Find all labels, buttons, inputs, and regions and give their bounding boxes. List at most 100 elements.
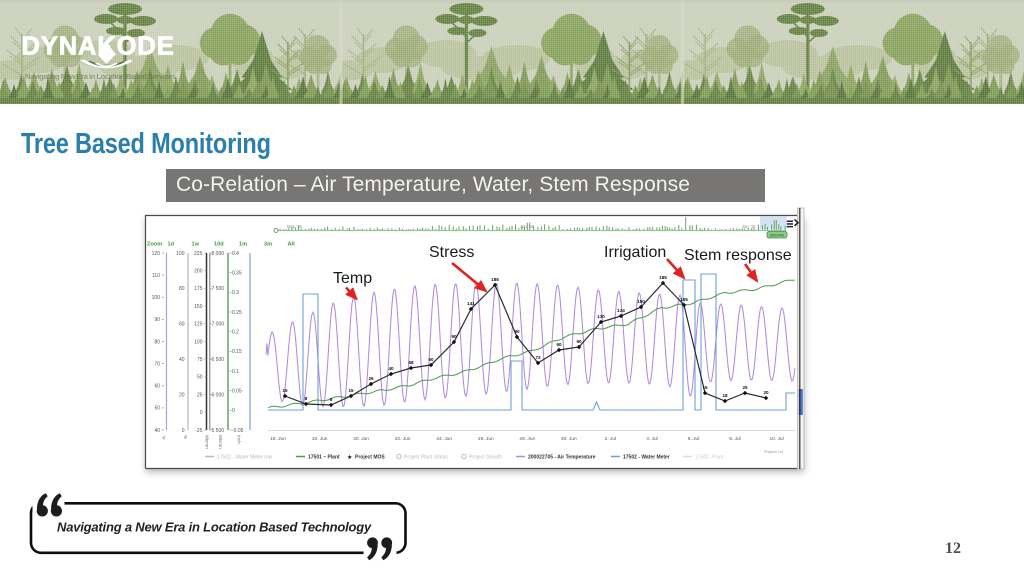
svg-text:Micron: Micron [218, 435, 223, 449]
svg-text:All: All [288, 242, 296, 248]
svg-text:73: 73 [535, 355, 541, 360]
svg-text:8003445: 8003445 [770, 234, 784, 238]
svg-text:17501 – Plant: 17501 – Plant [308, 455, 340, 461]
svg-text:110: 110 [152, 273, 160, 279]
svg-text:60: 60 [179, 322, 185, 328]
svg-text:Temp: Temp [333, 270, 372, 287]
svg-text:0.3: 0.3 [232, 290, 239, 296]
svg-text:Navigating a New Era in Locati: Navigating a New Era in Location Based T… [57, 519, 372, 534]
svg-text:50: 50 [197, 375, 203, 381]
svg-text:40: 40 [388, 366, 394, 371]
svg-text:°F: °F [161, 435, 166, 440]
svg-text:10. Jul: 10. Jul [770, 436, 784, 442]
svg-text:1m: 1m [239, 242, 247, 248]
svg-text:1w: 1w [192, 242, 200, 248]
svg-text:50: 50 [154, 406, 160, 412]
svg-text:200: 200 [194, 269, 203, 275]
svg-text:150: 150 [637, 299, 645, 304]
svg-text:10d: 10d [214, 242, 224, 248]
svg-text:May ’15: May ’15 [287, 224, 302, 229]
svg-text:0.05: 0.05 [232, 389, 242, 395]
svg-text:16. Jun: 16. Jun [270, 436, 286, 442]
svg-text:40: 40 [179, 357, 185, 363]
svg-text:90: 90 [451, 334, 457, 339]
svg-text:150: 150 [194, 304, 203, 310]
svg-text:24. Jun: 24. Jun [436, 436, 452, 442]
svg-text:200022705 - Air Temperature: 200022705 - Air Temperature [528, 455, 596, 461]
svg-text:Inch: Inch [237, 435, 242, 444]
svg-text:141: 141 [467, 301, 475, 306]
svg-text:0: 0 [182, 428, 185, 434]
svg-text:Navigating New Era in Location: Navigating New Era in Location Based Ser… [25, 72, 176, 81]
svg-text:★: ★ [347, 454, 352, 461]
svg-text:-25: -25 [195, 428, 202, 434]
svg-text:185: 185 [659, 275, 667, 280]
svg-text:0.35: 0.35 [232, 271, 242, 277]
svg-text:%: % [183, 435, 188, 439]
svg-text:0.15: 0.15 [232, 349, 242, 355]
svg-text:134: 134 [617, 308, 625, 313]
svg-text:Stem response: Stem response [684, 247, 792, 264]
svg-text:60: 60 [154, 384, 160, 390]
svg-text:Jan ’15: Jan ’15 [742, 224, 756, 229]
svg-text:100: 100 [176, 251, 185, 257]
svg-text:Project MOS: Project MOS [355, 455, 385, 461]
svg-text:25: 25 [197, 392, 203, 398]
svg-text:26. Jun: 26. Jun [478, 436, 494, 442]
svg-text:0.25: 0.25 [232, 310, 242, 316]
svg-text:15: 15 [282, 388, 288, 393]
svg-text:8: 8 [305, 396, 308, 401]
svg-text:Zoom: Zoom [147, 242, 162, 248]
svg-text:DYNAKODE: DYNAKODE [22, 33, 175, 61]
svg-text:90: 90 [154, 317, 160, 323]
svg-text:0.2: 0.2 [232, 330, 239, 336]
svg-text:Project Growth: Project Growth [469, 455, 502, 461]
svg-text:75: 75 [197, 357, 203, 363]
svg-text:130: 130 [597, 314, 605, 319]
svg-text:8: 8 [330, 397, 333, 402]
svg-text:0: 0 [200, 410, 203, 416]
svg-text:6. Jul: 6. Jul [688, 436, 699, 442]
svg-text:15: 15 [702, 385, 708, 390]
svg-text:90: 90 [576, 339, 582, 344]
svg-text:22. Jun: 22. Jun [395, 436, 411, 442]
svg-text:80: 80 [514, 329, 520, 334]
svg-text:Micron: Micron [205, 435, 210, 449]
svg-text:80: 80 [179, 286, 185, 292]
svg-text:17500 -Plant: 17500 -Plant [695, 455, 724, 461]
svg-text:1d: 1d [168, 242, 175, 248]
svg-text:100: 100 [152, 295, 161, 301]
svg-text:7 500: 7 500 [212, 286, 225, 292]
svg-text:125: 125 [194, 322, 203, 328]
svg-text:225: 225 [194, 251, 203, 257]
svg-text:20: 20 [763, 390, 769, 395]
svg-text:40: 40 [154, 428, 160, 434]
svg-text:25: 25 [742, 385, 748, 390]
svg-text:6 000: 6 000 [212, 392, 225, 398]
svg-text:3m: 3m [264, 242, 272, 248]
svg-text:8. Jul: 8. Jul [729, 436, 740, 442]
svg-text:100: 100 [194, 339, 203, 345]
svg-text:70: 70 [154, 361, 160, 367]
svg-text:60: 60 [428, 357, 434, 362]
svg-text:2. Jul: 2. Jul [605, 436, 616, 442]
svg-text:0.4: 0.4 [232, 251, 239, 257]
svg-text:-0.05: -0.05 [232, 428, 244, 434]
svg-text:15: 15 [348, 388, 354, 393]
svg-text:120: 120 [152, 251, 161, 257]
svg-text:28. Jun: 28. Jun [519, 436, 535, 442]
svg-text:Stress: Stress [429, 244, 474, 261]
svg-text:20. Jun: 20. Jun [353, 436, 369, 442]
svg-text:18. Jun: 18. Jun [312, 436, 328, 442]
svg-text:18: 18 [722, 393, 728, 398]
svg-text:17502 - Water Meter row: 17502 - Water Meter row [217, 455, 273, 461]
svg-text:60: 60 [556, 342, 562, 347]
svg-text:8 000: 8 000 [212, 251, 225, 257]
svg-text:0.1: 0.1 [232, 369, 239, 375]
svg-text:30. Jun: 30. Jun [561, 436, 577, 442]
svg-text:155: 155 [680, 297, 688, 302]
svg-text:Project Plant Status: Project Plant Status [404, 455, 448, 461]
svg-text:185: 185 [491, 277, 499, 282]
svg-text:17502 - Water Meter: 17502 - Water Meter [623, 455, 670, 461]
svg-text:26: 26 [368, 376, 374, 381]
